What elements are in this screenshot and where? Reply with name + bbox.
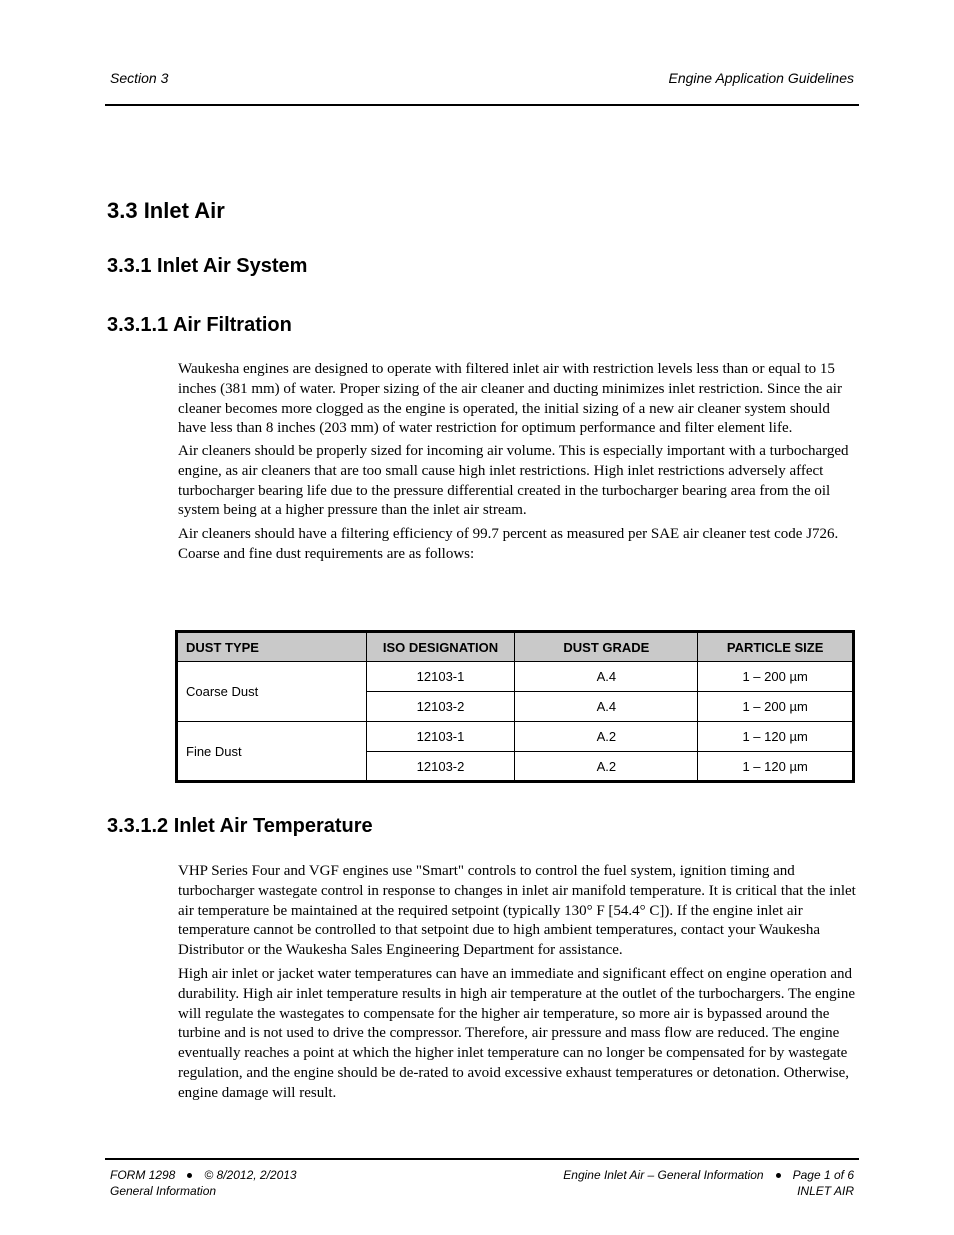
- cell: 1 – 120 µm: [698, 722, 854, 752]
- page: Section 3 Engine Application Guidelines …: [0, 0, 954, 1235]
- table-row: Coarse Dust 12103-1 A.4 1 – 200 µm: [177, 662, 854, 692]
- header-right: Engine Application Guidelines: [669, 70, 855, 86]
- cell: A.4: [515, 692, 698, 722]
- heading-air-filtration: 3.3.1.1 Air Filtration: [107, 314, 292, 337]
- para-filtration-3: Air cleaners should have a filtering eff…: [178, 525, 859, 565]
- footer-section-left: General Information: [110, 1184, 216, 1198]
- bullet-icon: [187, 1173, 192, 1178]
- heading-inlet-air-system: 3.3.1 Inlet Air System: [107, 255, 307, 278]
- cell: 1 – 200 µm: [698, 692, 854, 722]
- col-iso: ISO DESIGNATION: [366, 632, 515, 662]
- cell: A.4: [515, 662, 698, 692]
- cell: A.2: [515, 722, 698, 752]
- cell: 12103-1: [366, 722, 515, 752]
- header-rule: [105, 104, 859, 106]
- header-left: Section 3: [110, 70, 168, 86]
- col-dust-type: DUST TYPE: [177, 632, 367, 662]
- cell: 12103-2: [366, 692, 515, 722]
- dust-spec-table-wrap: DUST TYPE ISO DESIGNATION DUST GRADE PAR…: [175, 630, 855, 783]
- footer-copyright: © 8/2012, 2/2013: [204, 1168, 296, 1182]
- footer-line-1: FORM 1298 © 8/2012, 2/2013 Engine Inlet …: [110, 1168, 854, 1182]
- cell-dust-type: Coarse Dust: [177, 662, 367, 722]
- para-temp-1: VHP Series Four and VGF engines use "Sma…: [178, 862, 859, 961]
- cell: 1 – 120 µm: [698, 752, 854, 782]
- page-footer: FORM 1298 © 8/2012, 2/2013 Engine Inlet …: [0, 1168, 954, 1198]
- bullet-icon: [776, 1173, 781, 1178]
- cell: 12103-2: [366, 752, 515, 782]
- table-header-row: DUST TYPE ISO DESIGNATION DUST GRADE PAR…: [177, 632, 854, 662]
- heading-inlet-air-temp: 3.3.1.2 Inlet Air Temperature: [107, 815, 373, 838]
- cell: 12103-1: [366, 662, 515, 692]
- footer-form: FORM 1298: [110, 1168, 175, 1182]
- para-temp-2: High air inlet or jacket water temperatu…: [178, 965, 859, 1104]
- footer-line-2: General Information INLET AIR: [110, 1184, 854, 1198]
- page-header: Section 3 Engine Application Guidelines: [0, 70, 954, 86]
- footer-section-right: INLET AIR: [797, 1184, 854, 1198]
- footer-doc-title: Engine Inlet Air – General Information: [563, 1168, 763, 1182]
- footer-rule: [105, 1158, 859, 1160]
- col-particle-size: PARTICLE SIZE: [698, 632, 854, 662]
- para-filtration-1: Waukesha engines are designed to operate…: [178, 360, 859, 439]
- footer-page: Page 1 of 6: [793, 1168, 854, 1182]
- heading-inlet-air: 3.3 Inlet Air: [107, 198, 225, 224]
- table-row: Fine Dust 12103-1 A.2 1 – 120 µm: [177, 722, 854, 752]
- dust-spec-table: DUST TYPE ISO DESIGNATION DUST GRADE PAR…: [175, 630, 855, 783]
- para-filtration-2: Air cleaners should be properly sized fo…: [178, 442, 859, 521]
- cell-dust-type: Fine Dust: [177, 722, 367, 782]
- col-dust-grade: DUST GRADE: [515, 632, 698, 662]
- cell: A.2: [515, 752, 698, 782]
- cell: 1 – 200 µm: [698, 662, 854, 692]
